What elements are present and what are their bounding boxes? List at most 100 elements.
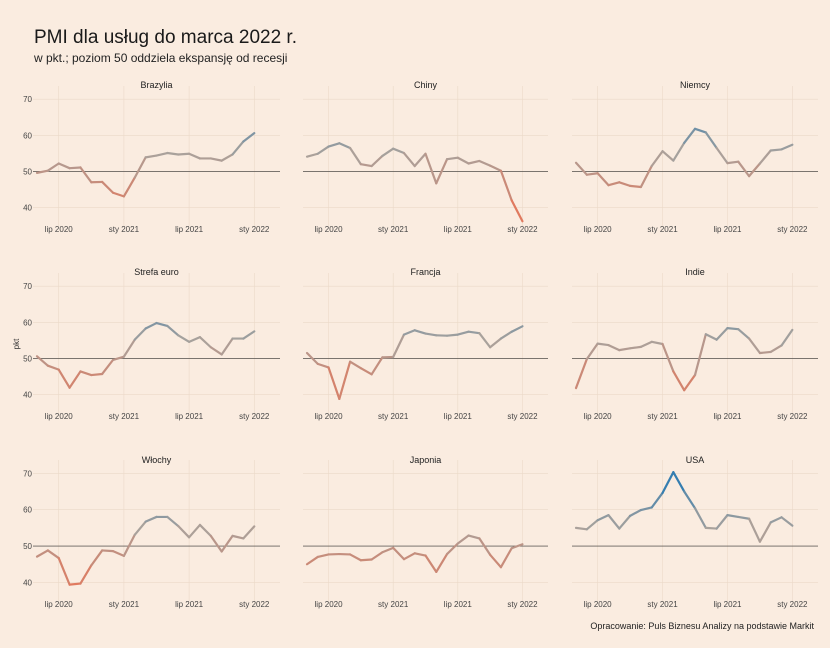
series-segment [133,327,147,341]
series-segment [467,330,481,335]
x-tick-label: sty 2021 [647,412,678,421]
series-segment [402,329,416,336]
series-segment [79,564,93,585]
series-segment [456,156,470,165]
series-segment [737,160,751,178]
series-segment [209,346,223,356]
series-segment [57,368,71,389]
x-tick-label: sty 2022 [777,412,808,421]
series-segment [445,333,459,337]
series-segment [499,547,513,569]
x-tick-label: sty 2021 [378,225,409,234]
series-segment [499,330,513,340]
series-segment [359,367,373,376]
series-segment [79,166,93,184]
series-segment [618,514,632,530]
series-segment [672,141,686,162]
x-tick-label: lip 2021 [175,412,204,421]
x-tick-label: sty 2022 [777,600,808,609]
x-tick-label: lip 2021 [713,412,742,421]
series-segment [111,355,126,361]
x-tick-label: sty 2021 [109,412,140,421]
series-segment [607,181,621,187]
panel-title: USA [686,455,705,465]
series-segment [133,156,147,179]
series-segment [693,333,707,377]
series-segment [715,327,729,341]
series-segment [650,340,664,346]
series-segment [661,150,675,162]
chart-subtitle: w pkt.; poziom 50 oddziela ekspansję od … [34,51,288,65]
series-segment [242,132,256,143]
series-segment [510,543,524,550]
series-segment [661,471,675,495]
series-segment [715,146,729,165]
series-segment [220,534,234,553]
panel-title: Indie [685,267,705,277]
series-segment [650,150,664,168]
series-segment [758,350,772,355]
series-segment [370,551,384,561]
series-segment [392,546,406,561]
series-segment [413,152,427,168]
series-segment [209,157,223,162]
series-segment [726,514,740,519]
series-segment [639,340,653,348]
y-tick-label: 50 [23,167,32,176]
series-segment [413,329,427,335]
series-segment [305,152,319,158]
series-segment [693,127,707,134]
series-segment [650,491,664,509]
series-segment [370,356,384,376]
panel-title: Francja [410,267,440,277]
series-segment [198,336,212,349]
series-segment [607,514,621,530]
series-segment [122,176,136,198]
series-segment [618,347,632,352]
series-segment [704,131,718,150]
series-segment [574,358,588,390]
x-tick-label: lip 2020 [315,600,344,609]
series-segment [499,169,513,202]
series-segment [424,332,438,337]
series-segment [445,156,459,161]
panel-title: Japonia [410,455,442,465]
series-segment [639,164,653,189]
series-segment [769,344,783,354]
series-segment [780,143,794,151]
series-segment [166,515,180,528]
series-segment [101,180,115,194]
series-segment [187,523,202,539]
series-segment [327,366,341,400]
series-segment [155,321,169,328]
x-tick-label: lip 2020 [584,412,613,421]
series-segment [780,516,794,527]
series-segment [510,325,524,333]
series-segment [316,145,330,155]
series-segment [435,158,449,185]
series-segment [402,552,416,561]
series-segment [68,166,82,170]
series-segment [305,351,319,365]
series-segment [489,553,503,569]
series-segment [478,332,492,349]
series-segment [111,191,126,198]
series-segment [35,169,49,174]
series-segment [122,533,136,557]
series-segment [445,542,459,556]
series-segment [198,523,212,537]
panel-title: Brazylia [140,80,172,90]
series-segment [737,328,751,340]
series-segment [101,549,115,553]
series-segment [574,161,588,176]
series-segment [348,360,362,370]
series-segment [402,151,416,168]
series-segment [57,162,71,170]
panel-indie: Indie lip 2020 sty 2021 lip 2021 sty 2022 [572,267,818,421]
x-tick-label: lip 2021 [713,600,742,609]
series-segment [166,324,180,337]
series-segment [585,172,599,176]
series-segment [585,342,599,361]
panel-usa: USA lip 2020 sty 2021 lip 2021 sty 2022 [572,455,818,609]
